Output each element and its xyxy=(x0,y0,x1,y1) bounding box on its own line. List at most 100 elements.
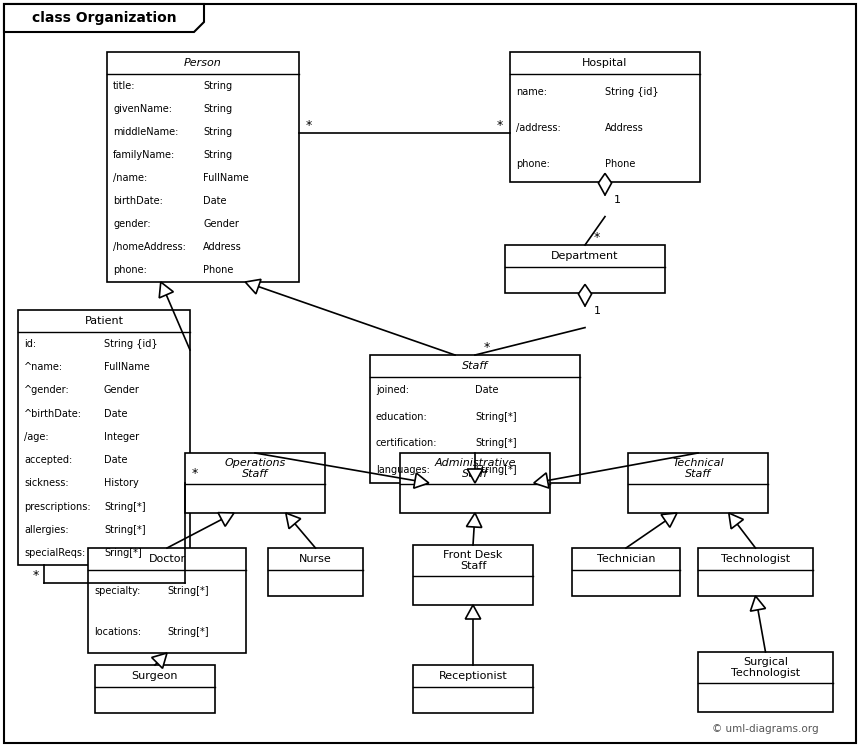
Text: Operations
Staff: Operations Staff xyxy=(224,458,286,480)
Text: birthDate:: birthDate: xyxy=(113,196,163,206)
Text: certification:: certification: xyxy=(376,438,438,448)
Text: id:: id: xyxy=(24,338,36,349)
Text: /name:: /name: xyxy=(113,173,147,183)
Text: FullName: FullName xyxy=(104,362,150,372)
Polygon shape xyxy=(286,513,301,529)
Text: phone:: phone: xyxy=(516,159,550,169)
Polygon shape xyxy=(579,285,592,306)
Text: Address: Address xyxy=(203,242,242,252)
Text: Gender: Gender xyxy=(203,219,239,229)
Polygon shape xyxy=(467,469,482,483)
Polygon shape xyxy=(751,596,765,611)
Text: String: String xyxy=(203,81,232,90)
Text: String: String xyxy=(203,127,232,137)
Text: History: History xyxy=(104,478,138,489)
Text: Gender: Gender xyxy=(104,385,140,395)
Bar xyxy=(18,310,190,565)
Text: 1: 1 xyxy=(613,195,621,205)
Bar xyxy=(628,453,768,513)
Text: Receptionist: Receptionist xyxy=(439,671,507,681)
Bar xyxy=(185,453,325,513)
Polygon shape xyxy=(151,653,167,669)
Text: *: * xyxy=(594,231,600,244)
Text: Staff: Staff xyxy=(462,361,488,371)
Bar xyxy=(698,548,813,596)
Text: Technologist: Technologist xyxy=(721,554,790,564)
Text: specialReqs:: specialReqs: xyxy=(24,548,85,558)
Text: String {id}: String {id} xyxy=(104,338,157,349)
Bar xyxy=(413,665,533,713)
Bar xyxy=(268,548,363,596)
Text: Department: Department xyxy=(551,251,618,261)
Text: title:: title: xyxy=(113,81,136,90)
Bar xyxy=(505,245,665,293)
Text: Address: Address xyxy=(605,123,644,133)
Bar xyxy=(95,665,215,713)
Text: specialty:: specialty: xyxy=(94,586,140,596)
Text: Date: Date xyxy=(475,385,499,395)
Text: String[*]: String[*] xyxy=(475,465,517,475)
Text: sickness:: sickness: xyxy=(24,478,69,489)
Polygon shape xyxy=(159,282,174,298)
Text: ^name:: ^name: xyxy=(24,362,63,372)
Text: Technical
Staff: Technical Staff xyxy=(673,458,724,480)
Polygon shape xyxy=(465,605,481,619)
Text: String[*]: String[*] xyxy=(475,438,517,448)
Bar xyxy=(370,355,580,483)
Text: *: * xyxy=(192,466,198,480)
Text: /homeAddress:: /homeAddress: xyxy=(113,242,186,252)
Text: Surgeon: Surgeon xyxy=(132,671,178,681)
Text: Sring[*]: Sring[*] xyxy=(104,548,142,558)
Text: Administrative
Staff: Administrative Staff xyxy=(434,458,516,480)
Polygon shape xyxy=(599,173,611,195)
Bar xyxy=(572,548,680,596)
Text: String[*]: String[*] xyxy=(104,525,145,535)
Text: Integer: Integer xyxy=(104,432,139,441)
Text: Hospital: Hospital xyxy=(582,58,628,68)
Text: *: * xyxy=(484,341,490,353)
Text: Date: Date xyxy=(104,409,127,418)
Text: prescriptions:: prescriptions: xyxy=(24,502,90,512)
Text: Date: Date xyxy=(104,455,127,465)
Text: *: * xyxy=(497,119,503,132)
Text: Nurse: Nurse xyxy=(299,554,332,564)
Polygon shape xyxy=(534,473,549,488)
Text: /address:: /address: xyxy=(516,123,561,133)
Polygon shape xyxy=(466,513,482,527)
Text: gender:: gender: xyxy=(113,219,150,229)
Text: Surgical
Technologist: Surgical Technologist xyxy=(731,657,800,678)
Polygon shape xyxy=(661,513,677,527)
Text: String[*]: String[*] xyxy=(167,627,209,637)
Text: phone:: phone: xyxy=(113,265,147,276)
Text: 1: 1 xyxy=(593,306,600,316)
Text: String[*]: String[*] xyxy=(167,586,209,596)
Text: Patient: Patient xyxy=(84,316,124,326)
Text: joined:: joined: xyxy=(376,385,409,395)
Bar xyxy=(510,52,700,182)
Polygon shape xyxy=(414,473,429,489)
Text: class Organization: class Organization xyxy=(32,11,176,25)
Text: locations:: locations: xyxy=(94,627,141,637)
Polygon shape xyxy=(245,279,261,294)
Text: ^birthDate:: ^birthDate: xyxy=(24,409,82,418)
Text: givenName:: givenName: xyxy=(113,104,172,114)
Bar xyxy=(88,548,246,653)
Text: String[*]: String[*] xyxy=(104,502,145,512)
Text: education:: education: xyxy=(376,412,427,422)
Text: © uml-diagrams.org: © uml-diagrams.org xyxy=(712,724,819,734)
Bar xyxy=(413,545,533,605)
Polygon shape xyxy=(728,513,743,529)
Text: Person: Person xyxy=(184,58,222,68)
Bar xyxy=(400,453,550,513)
Text: FullName: FullName xyxy=(203,173,249,183)
Text: Front Desk
Staff: Front Desk Staff xyxy=(443,550,503,571)
Bar xyxy=(698,652,833,712)
Text: Date: Date xyxy=(203,196,226,206)
Text: name:: name: xyxy=(516,87,547,97)
Text: *: * xyxy=(306,119,312,132)
Text: Phone: Phone xyxy=(203,265,233,276)
Text: Technician: Technician xyxy=(597,554,655,564)
Text: ^gender:: ^gender: xyxy=(24,385,70,395)
Text: middleName:: middleName: xyxy=(113,127,178,137)
Text: languages:: languages: xyxy=(376,465,430,475)
